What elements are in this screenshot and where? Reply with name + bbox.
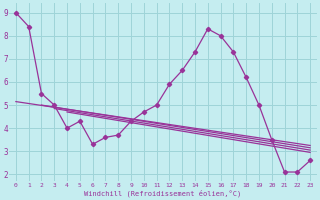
X-axis label: Windchill (Refroidissement éolien,°C): Windchill (Refroidissement éolien,°C) — [84, 189, 242, 197]
